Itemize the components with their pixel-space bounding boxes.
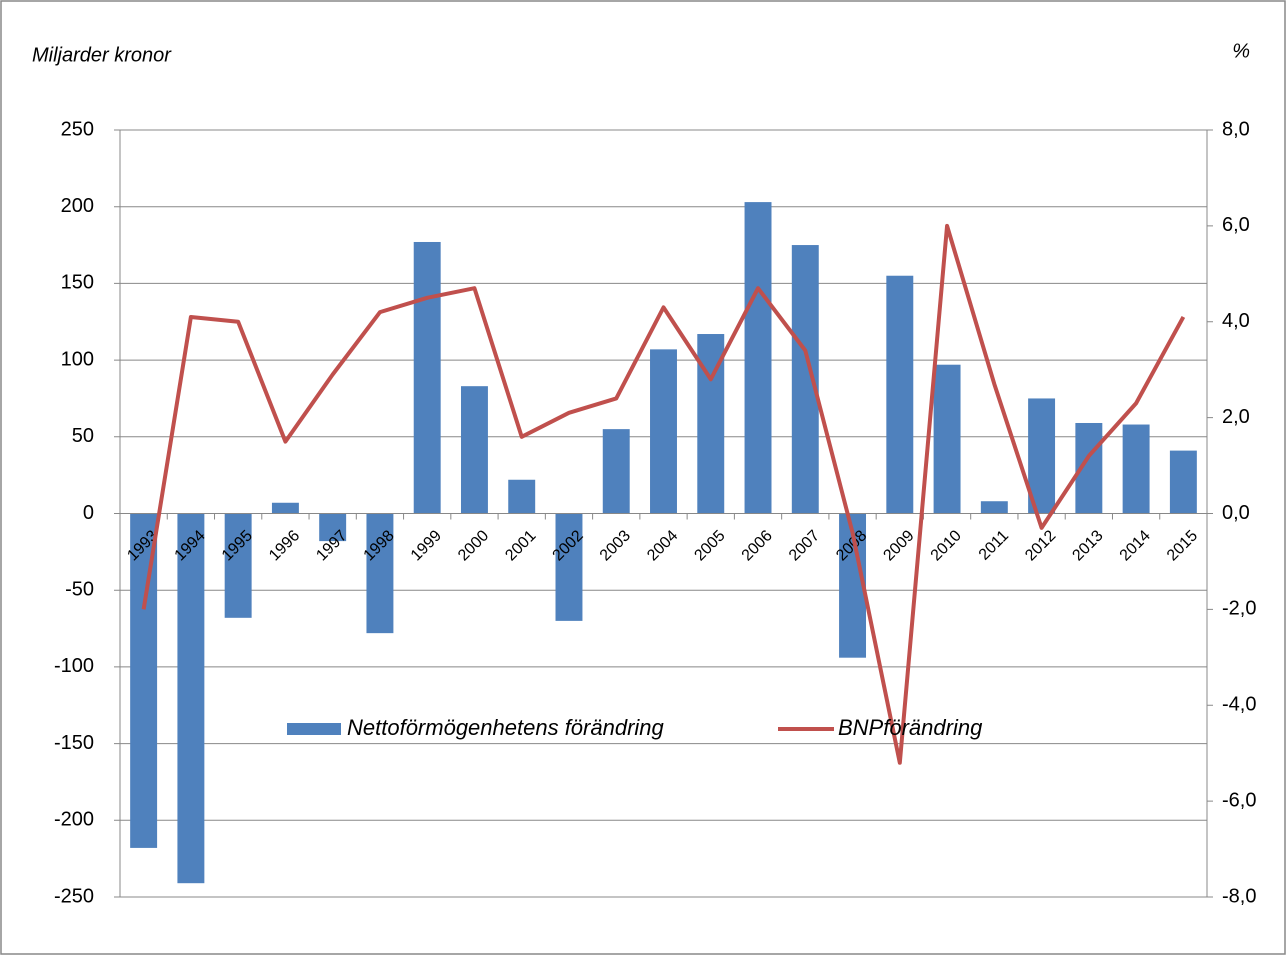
- bar: [886, 275, 914, 514]
- bar: [602, 429, 630, 514]
- bar: [271, 502, 299, 514]
- bar: [319, 513, 347, 542]
- y-tick-label: 0: [83, 502, 94, 524]
- y2-tick-label: 6,0: [1222, 214, 1250, 236]
- y2-tick-label: -2,0: [1222, 598, 1256, 620]
- y2-tick-label: 0,0: [1222, 502, 1250, 524]
- y-tick-label: -150: [54, 732, 94, 754]
- y2-tick-label: 4,0: [1222, 310, 1250, 332]
- y-tick-label: -250: [54, 885, 94, 907]
- y2-tick-label: -6,0: [1222, 789, 1256, 811]
- bar: [980, 501, 1008, 514]
- legend-swatch: [287, 723, 341, 735]
- bar: [366, 513, 394, 634]
- bar: [177, 513, 205, 884]
- bar: [555, 513, 583, 621]
- bar: [508, 479, 536, 514]
- y-tick-label: -50: [65, 578, 94, 600]
- y-tick-label: 250: [61, 118, 94, 140]
- bar: [650, 349, 677, 514]
- y-tick-label: 150: [61, 272, 94, 294]
- y2-tick-label: 2,0: [1222, 406, 1250, 428]
- bar: [933, 364, 961, 514]
- y-tick-label: 200: [61, 195, 94, 217]
- bar: [130, 513, 158, 848]
- y2-tick-label: -4,0: [1222, 694, 1256, 716]
- y-tick-label: -200: [54, 809, 94, 831]
- y-tick-label: -100: [54, 655, 94, 677]
- y2-tick-label: -8,0: [1222, 885, 1256, 907]
- bar: [224, 513, 252, 618]
- y-tick-label: 50: [72, 425, 94, 447]
- y-axis-label: Miljarder kronor: [32, 44, 172, 66]
- line: [141, 223, 1186, 765]
- legend-label: Nettoförmögenhetens förändring: [347, 715, 665, 740]
- y-tick-label: 100: [61, 348, 94, 370]
- y2-axis-label: %: [1232, 40, 1250, 62]
- bar: [1169, 450, 1197, 514]
- bar: [744, 202, 772, 514]
- bar: [1122, 424, 1150, 514]
- bar: [460, 386, 488, 514]
- legend-label: BNPförändring: [838, 715, 983, 740]
- bar: [413, 241, 441, 514]
- y2-tick-label: 8,0: [1222, 118, 1250, 140]
